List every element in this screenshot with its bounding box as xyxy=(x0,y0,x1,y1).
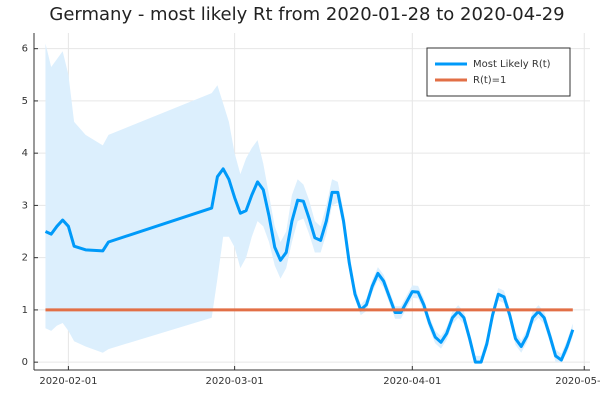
legend-box xyxy=(426,47,571,97)
y-tick-label: 6 xyxy=(22,44,28,55)
chart-title: Germany - most likely Rt from 2020-01-28… xyxy=(49,4,564,25)
x-tick-label: 2020-02-01 xyxy=(39,376,97,387)
y-tick-label: 1 xyxy=(22,305,28,316)
y-tick-label: 2 xyxy=(22,253,28,264)
y-tick-label: 4 xyxy=(22,148,28,159)
y-tick-label: 0 xyxy=(22,357,28,368)
legend-label: R(t)=1 xyxy=(473,75,506,86)
x-tick-label: 2020-04-01 xyxy=(383,376,441,387)
legend: Most Likely R(t) R(t)=1 xyxy=(426,47,571,97)
y-tick-label: 3 xyxy=(22,200,28,211)
series-line xyxy=(44,167,575,364)
x-tick-label: 2020-05-01 xyxy=(555,376,600,387)
y-tick-label: 5 xyxy=(22,96,28,107)
legend-label: Most Likely R(t) xyxy=(473,59,551,70)
x-tick-label: 2020-03-01 xyxy=(206,376,264,387)
confidence-band xyxy=(45,43,573,363)
